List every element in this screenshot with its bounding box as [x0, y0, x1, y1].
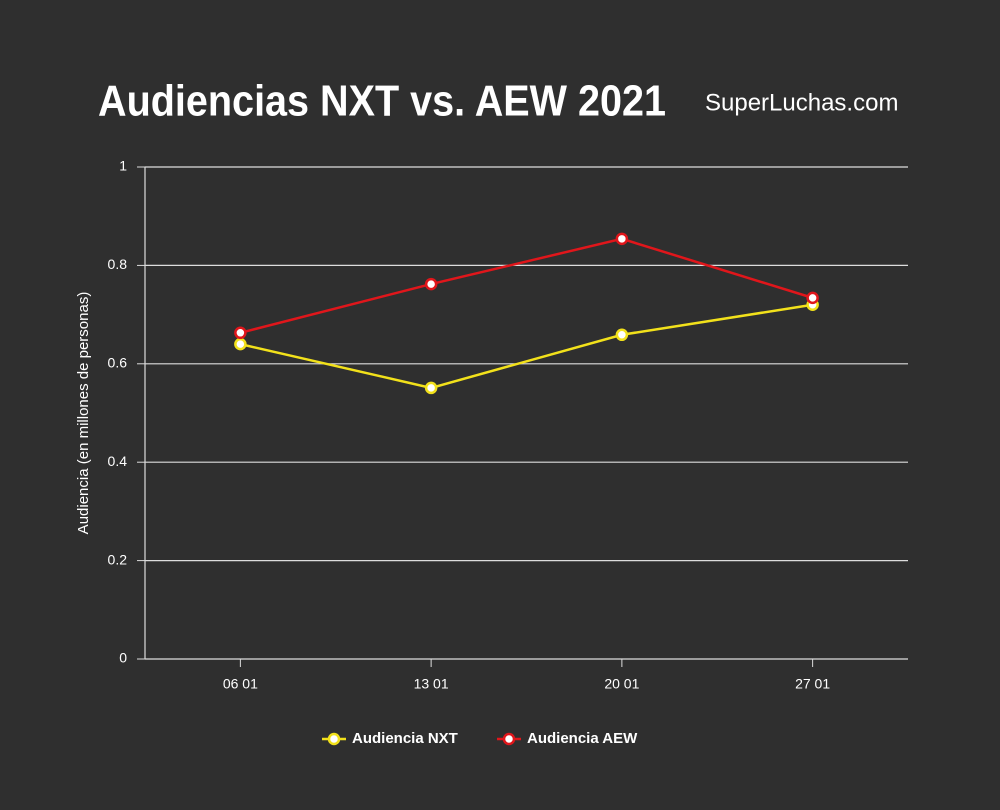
data-point: [234, 326, 247, 340]
y-tick-label: 0.2: [108, 551, 128, 567]
legend-swatch: [327, 732, 341, 746]
y-tick-label: 0.8: [108, 256, 128, 272]
data-point: [615, 232, 629, 246]
data-point: [424, 381, 438, 395]
x-tick-label: 06 01: [223, 676, 258, 692]
source: SuperLuchas.com: [705, 89, 898, 116]
chart-title: Audiencias NXT vs. AEW 2021: [98, 77, 666, 126]
x-tick-label: 20 01: [604, 676, 639, 692]
x-tick-label: 27 01: [795, 676, 830, 692]
y-axis-label: Audiencia (en millones de personas): [75, 292, 92, 535]
data-point: [234, 337, 247, 351]
data-point: [615, 328, 629, 342]
x-tick-label: 13 01: [414, 676, 449, 692]
legend-label: Audiencia NXT: [352, 730, 458, 747]
legend-label: Audiencia AEW: [527, 730, 638, 747]
y-tick-label: 1: [119, 158, 127, 174]
series-line: [240, 237, 813, 335]
data-point: [806, 291, 819, 305]
legend-swatch: [502, 732, 516, 746]
series-line: [240, 303, 813, 390]
y-tick-label: 0: [119, 650, 127, 666]
data-point: [424, 277, 438, 291]
y-tick-label: 0.4: [108, 453, 128, 469]
y-tick-label: 0.6: [108, 355, 128, 371]
